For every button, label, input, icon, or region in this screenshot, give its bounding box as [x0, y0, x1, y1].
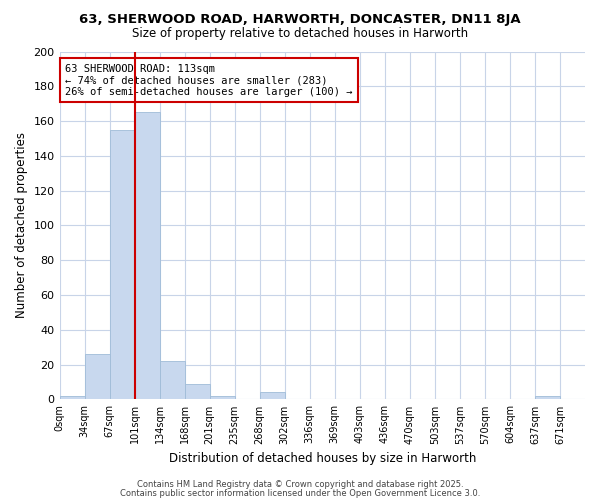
X-axis label: Distribution of detached houses by size in Harworth: Distribution of detached houses by size …	[169, 452, 476, 465]
Bar	[160, 361, 185, 400]
Bar	[59, 396, 85, 400]
Bar	[85, 354, 110, 400]
Bar	[134, 112, 160, 400]
Text: Contains HM Land Registry data © Crown copyright and database right 2025.: Contains HM Land Registry data © Crown c…	[137, 480, 463, 489]
Bar	[260, 392, 285, 400]
Text: Contains public sector information licensed under the Open Government Licence 3.: Contains public sector information licen…	[120, 488, 480, 498]
Bar	[185, 384, 209, 400]
Text: 63, SHERWOOD ROAD, HARWORTH, DONCASTER, DN11 8JA: 63, SHERWOOD ROAD, HARWORTH, DONCASTER, …	[79, 12, 521, 26]
Y-axis label: Number of detached properties: Number of detached properties	[15, 132, 28, 318]
Bar	[535, 396, 560, 400]
Bar	[209, 396, 235, 400]
Text: Size of property relative to detached houses in Harworth: Size of property relative to detached ho…	[132, 28, 468, 40]
Bar	[110, 130, 134, 400]
Text: 63 SHERWOOD ROAD: 113sqm
← 74% of detached houses are smaller (283)
26% of semi-: 63 SHERWOOD ROAD: 113sqm ← 74% of detach…	[65, 64, 352, 97]
